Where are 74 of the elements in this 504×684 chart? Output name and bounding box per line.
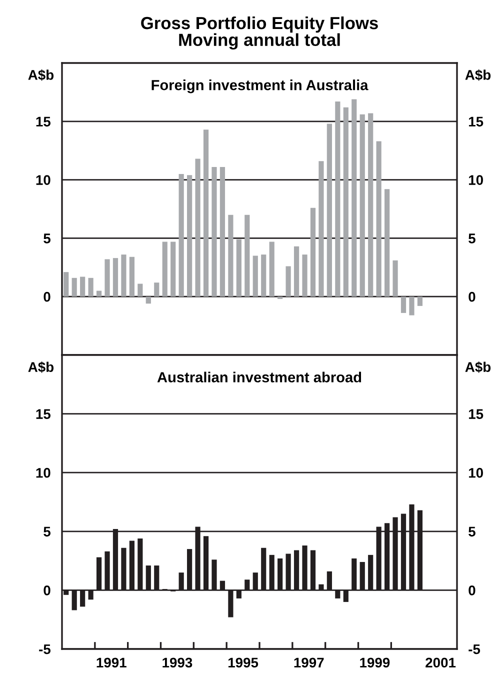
y-tick-label: -5 xyxy=(39,644,51,654)
bar xyxy=(269,242,274,297)
bar xyxy=(228,214,234,297)
y2-tick-label: 15 xyxy=(468,409,484,419)
y-tick-label: 10 xyxy=(36,175,50,185)
y-tick-label: 0 xyxy=(44,586,50,596)
y-tick-label: 5 xyxy=(44,526,51,537)
bar xyxy=(318,161,324,297)
bar xyxy=(343,107,348,297)
y-tick-label: 0 xyxy=(44,292,50,302)
bar xyxy=(212,166,217,297)
y-tick-label: 5 xyxy=(44,234,51,244)
y2-axis-title: A$b xyxy=(465,69,491,81)
bar xyxy=(220,166,226,297)
bar xyxy=(112,258,118,297)
bar xyxy=(146,296,151,304)
y2-tick-label: 5 xyxy=(468,234,476,244)
bar xyxy=(384,189,390,297)
text: Foreign investment in Australia xyxy=(152,80,368,94)
y-axis-title: A$b xyxy=(28,362,54,373)
bar xyxy=(195,158,200,297)
bar xyxy=(72,278,77,297)
bar xyxy=(178,174,184,297)
bar xyxy=(392,260,398,297)
y2-tick-label: 10 xyxy=(468,468,483,478)
y-tick-label: 10 xyxy=(36,468,50,478)
bar xyxy=(400,296,406,313)
bar xyxy=(162,242,168,297)
bar xyxy=(326,124,332,297)
bar xyxy=(360,114,365,297)
y2-axis-title: A$b xyxy=(465,362,491,373)
bar xyxy=(170,242,176,297)
bar xyxy=(121,254,126,297)
y-tick-label: 15 xyxy=(36,116,51,127)
bar xyxy=(236,239,242,297)
bar xyxy=(261,254,266,297)
bar xyxy=(302,254,308,297)
bar xyxy=(187,175,192,297)
bar xyxy=(352,99,357,297)
bar xyxy=(88,278,94,297)
bar xyxy=(286,266,291,297)
bar xyxy=(417,296,423,306)
x-tick-label: 1991 xyxy=(96,658,126,668)
bar xyxy=(252,256,258,297)
bar xyxy=(80,276,86,297)
bar xyxy=(138,284,143,297)
y-axis-title: A$b xyxy=(28,69,54,81)
y2-tick-label: 10 xyxy=(468,175,483,185)
bar xyxy=(154,282,160,297)
y-tick-label: 15 xyxy=(36,409,51,419)
y2-tick-label: 0 xyxy=(468,586,476,596)
bar xyxy=(294,246,300,297)
x-tick-label: 1993 xyxy=(162,658,192,668)
y2-tick-label: 5 xyxy=(468,526,476,537)
y2-tick-label: -5 xyxy=(468,644,480,654)
bar xyxy=(64,272,69,297)
bar xyxy=(104,259,110,297)
bar xyxy=(310,208,316,297)
y2-tick-label: 0 xyxy=(468,292,476,302)
bar xyxy=(129,256,134,297)
bar xyxy=(96,290,102,297)
text: Australian investment abroad xyxy=(157,372,362,382)
x-tick-label: 1999 xyxy=(360,658,390,668)
bar xyxy=(244,214,250,297)
chart-title: Gross Portfolio Equity Flows Moving annual total xyxy=(141,16,378,50)
y2-tick-label: 15 xyxy=(468,116,484,127)
bar xyxy=(203,130,209,297)
bar xyxy=(335,102,340,297)
bar xyxy=(376,141,382,297)
bar xyxy=(368,113,374,297)
x-tick-label: 1997 xyxy=(294,658,324,668)
x-tick-label: 1995 xyxy=(228,658,258,668)
x-tick-label: 2001 xyxy=(426,658,456,668)
bar xyxy=(409,296,414,316)
